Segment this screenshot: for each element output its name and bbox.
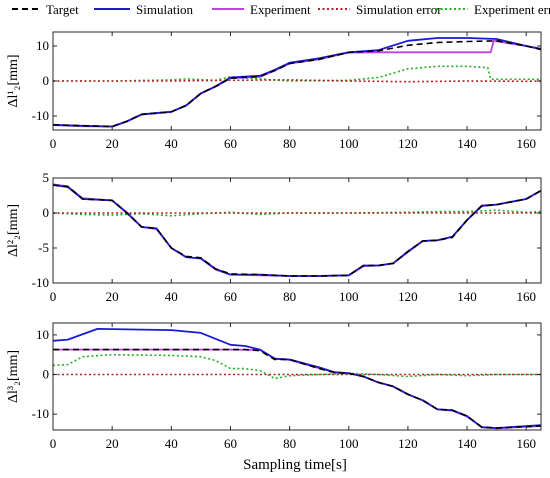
- y-tick-label: 0: [43, 73, 50, 88]
- legend-label: Experiment error: [474, 2, 550, 17]
- x-tick-label: 60: [224, 136, 237, 151]
- legend: Target Simulation Experiment Simulation err…: [12, 2, 550, 17]
- x-tick-label: 100: [339, 436, 359, 451]
- x-tick-label: 100: [339, 289, 359, 304]
- x-tick-label: 160: [516, 436, 536, 451]
- x-tick-label: 140: [457, 289, 477, 304]
- x-tick-label: 0: [50, 436, 57, 451]
- y-tick-label: -10: [32, 275, 49, 290]
- x-tick-label: 140: [457, 136, 477, 151]
- series-line: [53, 183, 541, 277]
- legend-label: Simulation error: [356, 2, 442, 17]
- x-tick-label: 60: [224, 436, 237, 451]
- chart-panel-2: 0 20 40 60 80 100 120 140 160 -10 -5 0 5 Δl²₂[mm]: [6, 170, 542, 304]
- y-tick-label: 10: [36, 327, 49, 342]
- series-line: [53, 39, 541, 128]
- x-tick-label: 40: [165, 136, 178, 151]
- y-axis-label: Δl²₂[mm]: [6, 204, 21, 257]
- x-axis-label: Sampling time[s]: [243, 457, 347, 473]
- x-tick-label: 40: [165, 289, 178, 304]
- axes-frame: [52, 322, 542, 431]
- axes-frame: [52, 177, 542, 284]
- series-line: [53, 184, 541, 277]
- series-line: [53, 327, 541, 429]
- legend-label: Target: [46, 2, 79, 17]
- x-tick-label: 0: [50, 289, 57, 304]
- x-tick-label: 20: [106, 289, 119, 304]
- x-tick-label: 120: [398, 289, 418, 304]
- series-group: [53, 37, 541, 128]
- x-tick-label: 40: [165, 436, 178, 451]
- legend-label: Simulation: [136, 2, 194, 17]
- y-axis-label: Δl¹₂[mm]: [6, 54, 21, 107]
- y-axis-label: Δl³₂[mm]: [6, 350, 21, 403]
- series-line: [53, 65, 541, 82]
- y-tick-label: 0: [43, 367, 50, 382]
- x-tick-label: 160: [516, 136, 536, 151]
- x-tick-label: 120: [398, 436, 418, 451]
- y-tick-label: 10: [36, 38, 49, 53]
- y-tick-label: 5: [43, 170, 50, 185]
- series-line: [53, 184, 541, 277]
- series-line: [53, 79, 541, 83]
- x-tick-label: 0: [50, 136, 57, 151]
- x-tick-label: 120: [398, 136, 418, 151]
- legend-label: Experiment: [250, 2, 311, 17]
- x-tick-label: 80: [283, 289, 296, 304]
- series-group: [53, 327, 541, 430]
- x-tick-label: 140: [457, 436, 477, 451]
- x-tick-label: 20: [106, 436, 119, 451]
- series-line: [53, 348, 541, 429]
- x-tick-label: 80: [283, 436, 296, 451]
- y-tick-label: 0: [43, 205, 50, 220]
- series-group: [53, 183, 541, 277]
- x-tick-label: 100: [339, 136, 359, 151]
- y-tick-label: -5: [38, 240, 49, 255]
- x-tick-label: 160: [516, 289, 536, 304]
- series-line: [53, 39, 541, 128]
- y-tick-label: -10: [32, 406, 49, 421]
- x-tick-label: 20: [106, 136, 119, 151]
- x-tick-label: 60: [224, 289, 237, 304]
- x-tick-label: 80: [283, 136, 296, 151]
- y-tick-label: -10: [32, 108, 49, 123]
- series-line: [53, 37, 541, 128]
